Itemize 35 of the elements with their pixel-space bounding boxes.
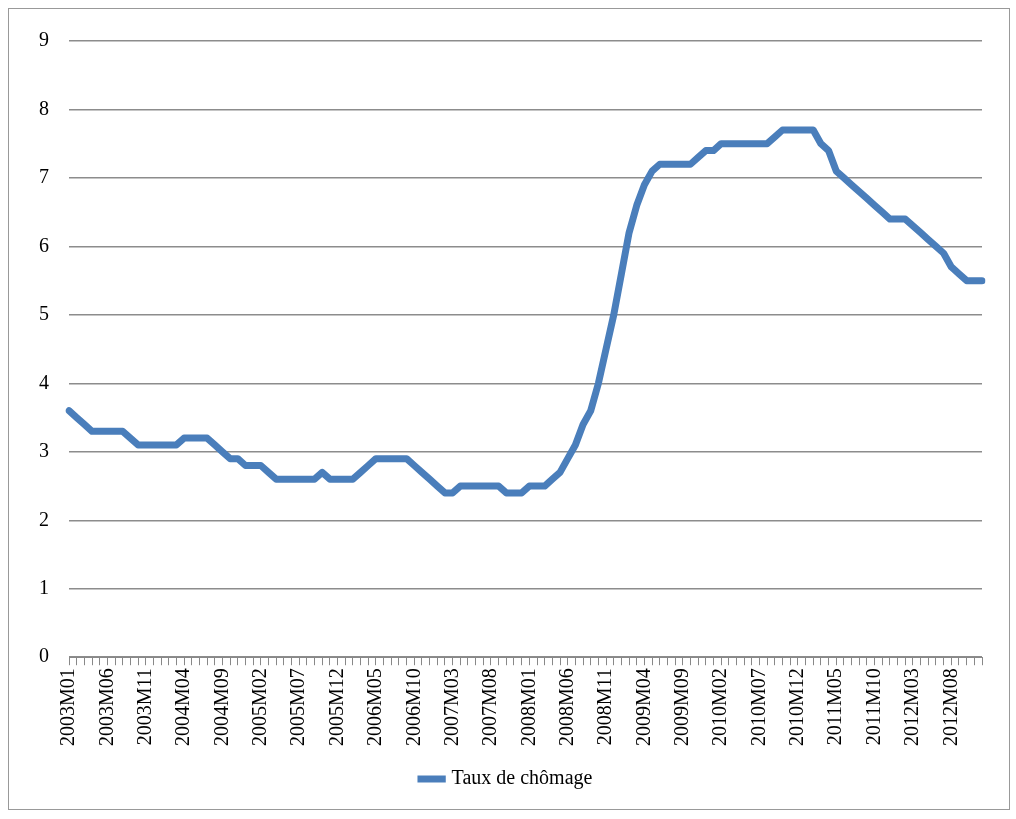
x-tick-label: 2003M06 bbox=[94, 668, 117, 747]
x-tick-label: 2008M06 bbox=[554, 668, 577, 747]
y-tick-label: 8 bbox=[39, 96, 49, 119]
y-tick-label: 6 bbox=[39, 233, 49, 256]
y-tick-label: 4 bbox=[39, 370, 49, 393]
x-tick-label: 2012M08 bbox=[938, 668, 961, 747]
x-tick-label: 2008M01 bbox=[516, 668, 539, 747]
x-tick-label: 2011M10 bbox=[861, 668, 884, 746]
legend-label: Taux de chômage bbox=[451, 766, 593, 790]
x-tick-label: 2004M04 bbox=[171, 668, 194, 747]
x-tick-label: 2004M09 bbox=[209, 668, 232, 747]
x-tick-label: 2007M03 bbox=[439, 668, 462, 747]
y-tick-label: 9 bbox=[39, 28, 49, 51]
x-tick-label: 2010M07 bbox=[746, 668, 769, 747]
x-tick-label: 2006M10 bbox=[401, 668, 424, 747]
x-tick-label: 2011M05 bbox=[823, 668, 846, 746]
y-tick-label: 7 bbox=[39, 165, 49, 188]
x-tick-label: 2006M05 bbox=[363, 668, 386, 747]
x-tick-label: 2008M11 bbox=[593, 668, 616, 746]
x-tick-label: 2009M09 bbox=[670, 668, 693, 747]
x-tick-label: 2012M03 bbox=[900, 668, 923, 747]
x-tick-label: 2005M02 bbox=[248, 668, 271, 747]
x-tick-label: 2005M07 bbox=[286, 668, 309, 747]
y-tick-label: 0 bbox=[39, 644, 49, 667]
y-tick-label: 3 bbox=[39, 439, 49, 462]
x-tick-label: 2003M11 bbox=[132, 668, 155, 746]
x-tick-label: 2003M01 bbox=[56, 668, 79, 747]
x-tick-label: 2009M04 bbox=[631, 668, 654, 747]
x-tick-label: 2010M12 bbox=[785, 668, 808, 747]
y-tick-label: 2 bbox=[39, 507, 49, 530]
x-tick-label: 2005M12 bbox=[324, 668, 347, 747]
x-tick-label: 2010M02 bbox=[708, 668, 731, 747]
y-tick-label: 5 bbox=[39, 302, 49, 325]
x-tick-label: 2007M08 bbox=[478, 668, 501, 747]
y-tick-label: 1 bbox=[39, 576, 49, 598]
